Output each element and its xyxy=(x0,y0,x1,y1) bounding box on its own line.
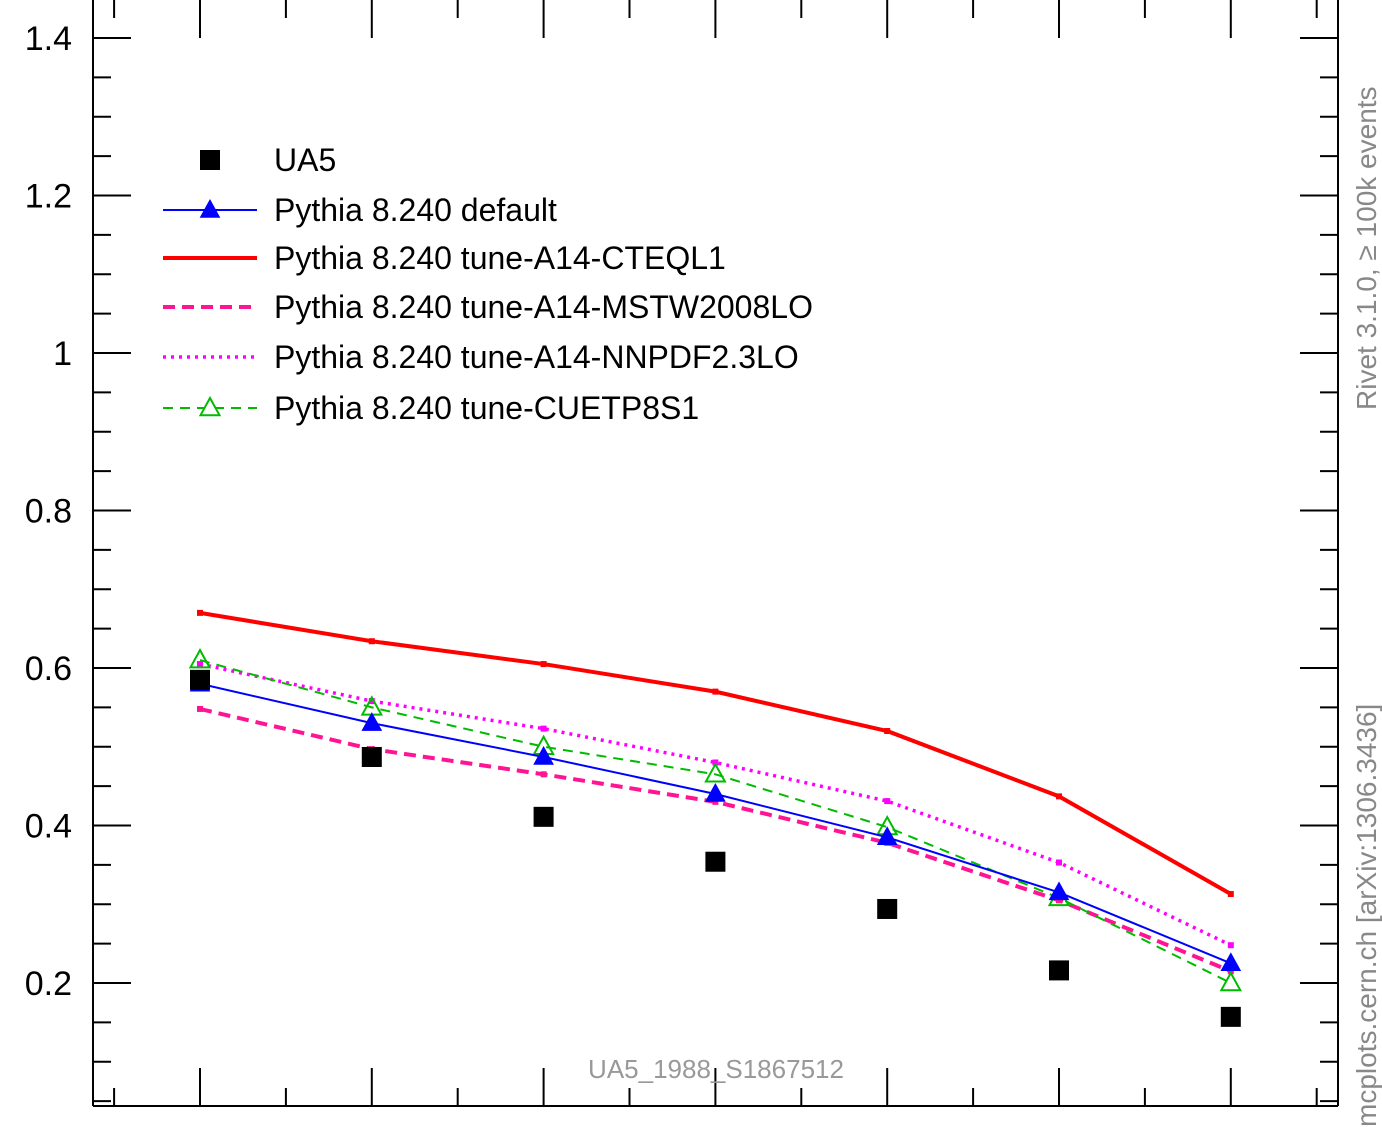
series-point xyxy=(884,798,891,805)
y-tick-label: 0.4 xyxy=(25,808,72,846)
series-point xyxy=(1056,793,1062,800)
y-tick-label: 1.4 xyxy=(25,20,72,58)
series-point xyxy=(1048,881,1070,901)
series-layer xyxy=(188,609,1242,1027)
series-point xyxy=(361,712,383,731)
legend-item: Pythia 8.240 tune-CUETP8S1 xyxy=(163,390,699,426)
y-tick-label: 0.6 xyxy=(25,650,72,688)
series-point xyxy=(705,782,726,802)
series-point xyxy=(1227,891,1234,898)
y-tick-label: 1 xyxy=(53,335,72,373)
series-point xyxy=(712,688,719,695)
analysis-watermark: UA5_1988_S1867512 xyxy=(588,1054,844,1084)
series-point xyxy=(197,661,203,668)
series-point xyxy=(540,771,547,778)
series-point xyxy=(197,705,203,712)
series-point xyxy=(1220,952,1242,972)
data-point xyxy=(877,898,898,919)
series-line xyxy=(199,682,1232,965)
legend-label: Pythia 8.240 default xyxy=(274,192,557,228)
legend-item: Pythia 8.240 tune-A14-NNPDF2.3LO xyxy=(163,339,799,375)
series-point xyxy=(540,725,547,732)
y-tick-label: 0.2 xyxy=(25,965,72,1003)
legend-marker xyxy=(199,198,221,218)
legend-marker xyxy=(200,150,220,170)
legend-label: Pythia 8.240 tune-A14-CTEQL1 xyxy=(274,240,726,276)
series-point xyxy=(197,609,203,616)
legend-label: UA5 xyxy=(274,142,336,178)
series-point xyxy=(704,762,727,783)
legend-item: Pythia 8.240 tune-A14-MSTW2008LO xyxy=(163,289,813,325)
data-point xyxy=(533,806,554,827)
y-tick-label: 1.2 xyxy=(25,178,72,216)
series-point xyxy=(876,826,898,846)
data-point xyxy=(190,669,210,690)
series-point xyxy=(1219,970,1242,992)
data-point xyxy=(1049,960,1069,981)
series-point xyxy=(533,745,554,765)
legend: UA5 Pythia 8.240 default Pythia 8.240 tune… xyxy=(163,142,813,426)
mcplots-source-label: mcplots.cern.ch [arXiv:1306.3436] xyxy=(1351,704,1382,1127)
y-tick-label: 0.8 xyxy=(25,493,72,531)
axis-ticks: 0.2 0.4 0.6 0.8 1 1.2 1.4 xyxy=(25,0,1338,1106)
series-point xyxy=(1227,942,1234,949)
legend-item: UA5 xyxy=(200,142,336,178)
series-point xyxy=(368,698,375,705)
series-line xyxy=(199,707,1232,974)
data-point xyxy=(361,746,382,767)
data-point xyxy=(705,851,726,872)
legend-item: Pythia 8.240 tune-A14-CTEQL1 xyxy=(163,240,726,276)
series-point xyxy=(188,648,212,669)
legend-label: Pythia 8.240 tune-A14-NNPDF2.3LO xyxy=(274,339,799,375)
series-point xyxy=(712,798,719,805)
series-point xyxy=(540,661,547,668)
legend-label: Pythia 8.240 tune-CUETP8S1 xyxy=(274,390,699,426)
series-point xyxy=(884,728,891,734)
rivet-version-label: Rivet 3.1.0, ≥ 100k events xyxy=(1351,86,1382,410)
series-line xyxy=(199,659,1232,984)
legend-label: Pythia 8.240 tune-A14-MSTW2008LO xyxy=(274,289,813,325)
data-point xyxy=(1220,1006,1241,1027)
series-point xyxy=(1056,859,1062,866)
series-point xyxy=(1056,897,1062,904)
legend-item: Pythia 8.240 default xyxy=(163,192,557,228)
series-point xyxy=(368,638,375,645)
legend-marker xyxy=(198,395,222,417)
